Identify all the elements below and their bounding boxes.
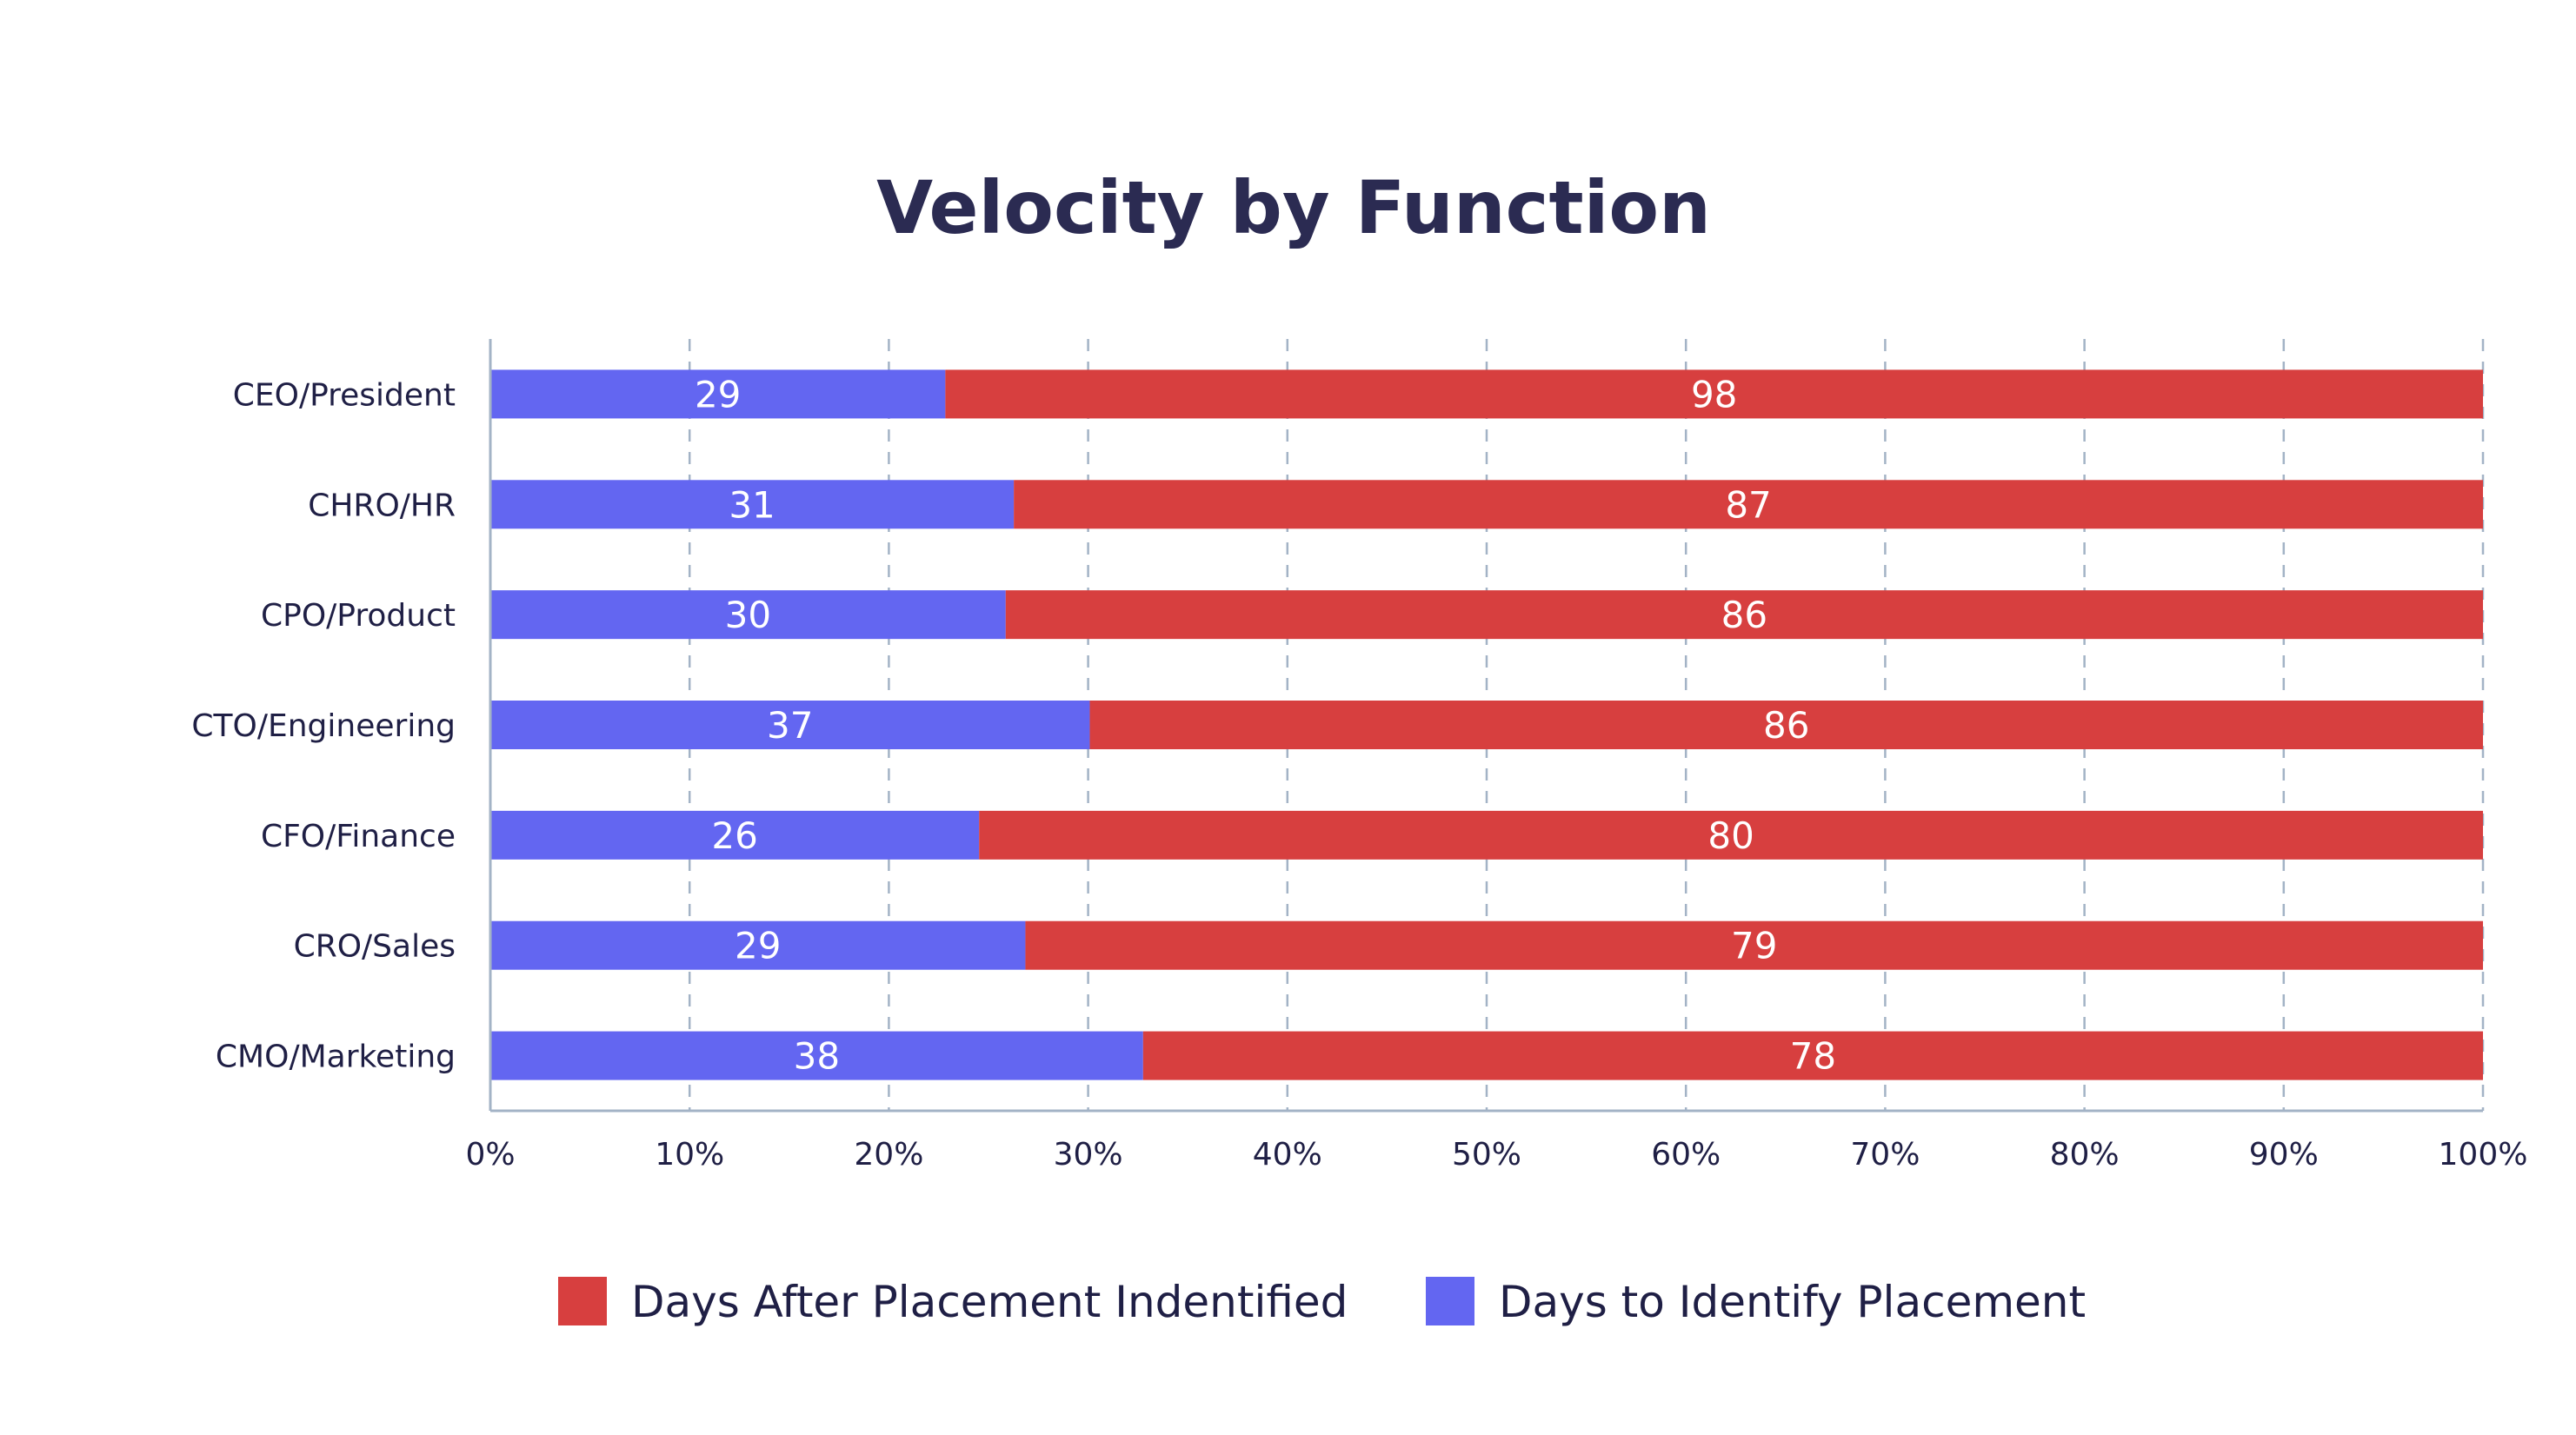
bar-segment <box>490 920 1026 970</box>
data-label: 29 <box>695 373 741 415</box>
category-label: CEO/President <box>233 377 456 413</box>
x-tick-label: 20% <box>854 1137 923 1173</box>
data-label: 26 <box>711 814 757 857</box>
data-label: 31 <box>729 483 775 526</box>
x-tick-label: 100% <box>2439 1137 2528 1173</box>
data-label: 87 <box>1725 483 1771 526</box>
category-label: CHRO/HR <box>308 488 456 523</box>
category-label: CTO/Engineering <box>191 708 456 744</box>
category-label: CRO/Sales <box>294 929 456 965</box>
bar-segment <box>1025 920 2483 970</box>
legend-label: Days After Placement Indentified <box>631 1277 1348 1327</box>
data-label: 38 <box>794 1035 840 1078</box>
data-label: 86 <box>1721 594 1767 636</box>
bar-segment <box>490 701 1090 749</box>
bar-segment <box>945 369 2483 419</box>
bars: 29 98 31 87 30 86 37 86 26 80 29 79 38 78 <box>490 369 2483 1080</box>
data-label: 78 <box>1790 1035 1836 1078</box>
x-tick-label: 30% <box>1054 1137 1123 1173</box>
x-tick-label: 90% <box>2249 1137 2319 1173</box>
legend-swatch <box>1426 1277 1474 1325</box>
bar-segment <box>490 810 980 860</box>
data-label: 37 <box>767 704 813 747</box>
x-tick-label: 10% <box>655 1137 724 1173</box>
data-label: 98 <box>1691 373 1737 415</box>
chart-title: Velocity by Function <box>876 165 1711 250</box>
category-label: CFO/Finance <box>261 819 456 854</box>
bar-segment <box>1005 590 2483 640</box>
data-label: 29 <box>735 925 781 967</box>
legend: Days After Placement Indentified Days to … <box>558 1277 2086 1327</box>
bar-segment <box>1014 480 2483 529</box>
legend-label: Days to Identify Placement <box>1499 1277 2086 1327</box>
x-tick-label: 60% <box>1651 1137 1721 1173</box>
x-tick-label: 0% <box>465 1137 515 1173</box>
bar-segment <box>1142 1031 2483 1080</box>
category-label: CPO/Product <box>261 598 456 634</box>
x-tick-label: 50% <box>1452 1137 1521 1173</box>
data-label: 86 <box>1763 704 1809 747</box>
category-label: CMO/Marketing <box>216 1040 456 1075</box>
bar-segment <box>1089 701 2483 749</box>
bar-segment <box>490 590 1006 640</box>
x-tick-label: 70% <box>1850 1137 1920 1173</box>
x-tick-label: 40% <box>1253 1137 1322 1173</box>
data-label: 79 <box>1731 925 1777 967</box>
bar-segment <box>490 1031 1143 1080</box>
bar-segment <box>490 369 946 419</box>
axes: 0% 10% 20% 30% 40% 50% 60% 70% 80% 90% 100% CEO/Pre… <box>191 339 2527 1173</box>
data-label: 30 <box>725 594 771 636</box>
x-tick-label: 80% <box>2050 1137 2120 1173</box>
bar-segment <box>979 810 2483 860</box>
legend-swatch <box>558 1277 607 1325</box>
bar-segment <box>490 480 1015 529</box>
data-label: 80 <box>1707 814 1754 857</box>
